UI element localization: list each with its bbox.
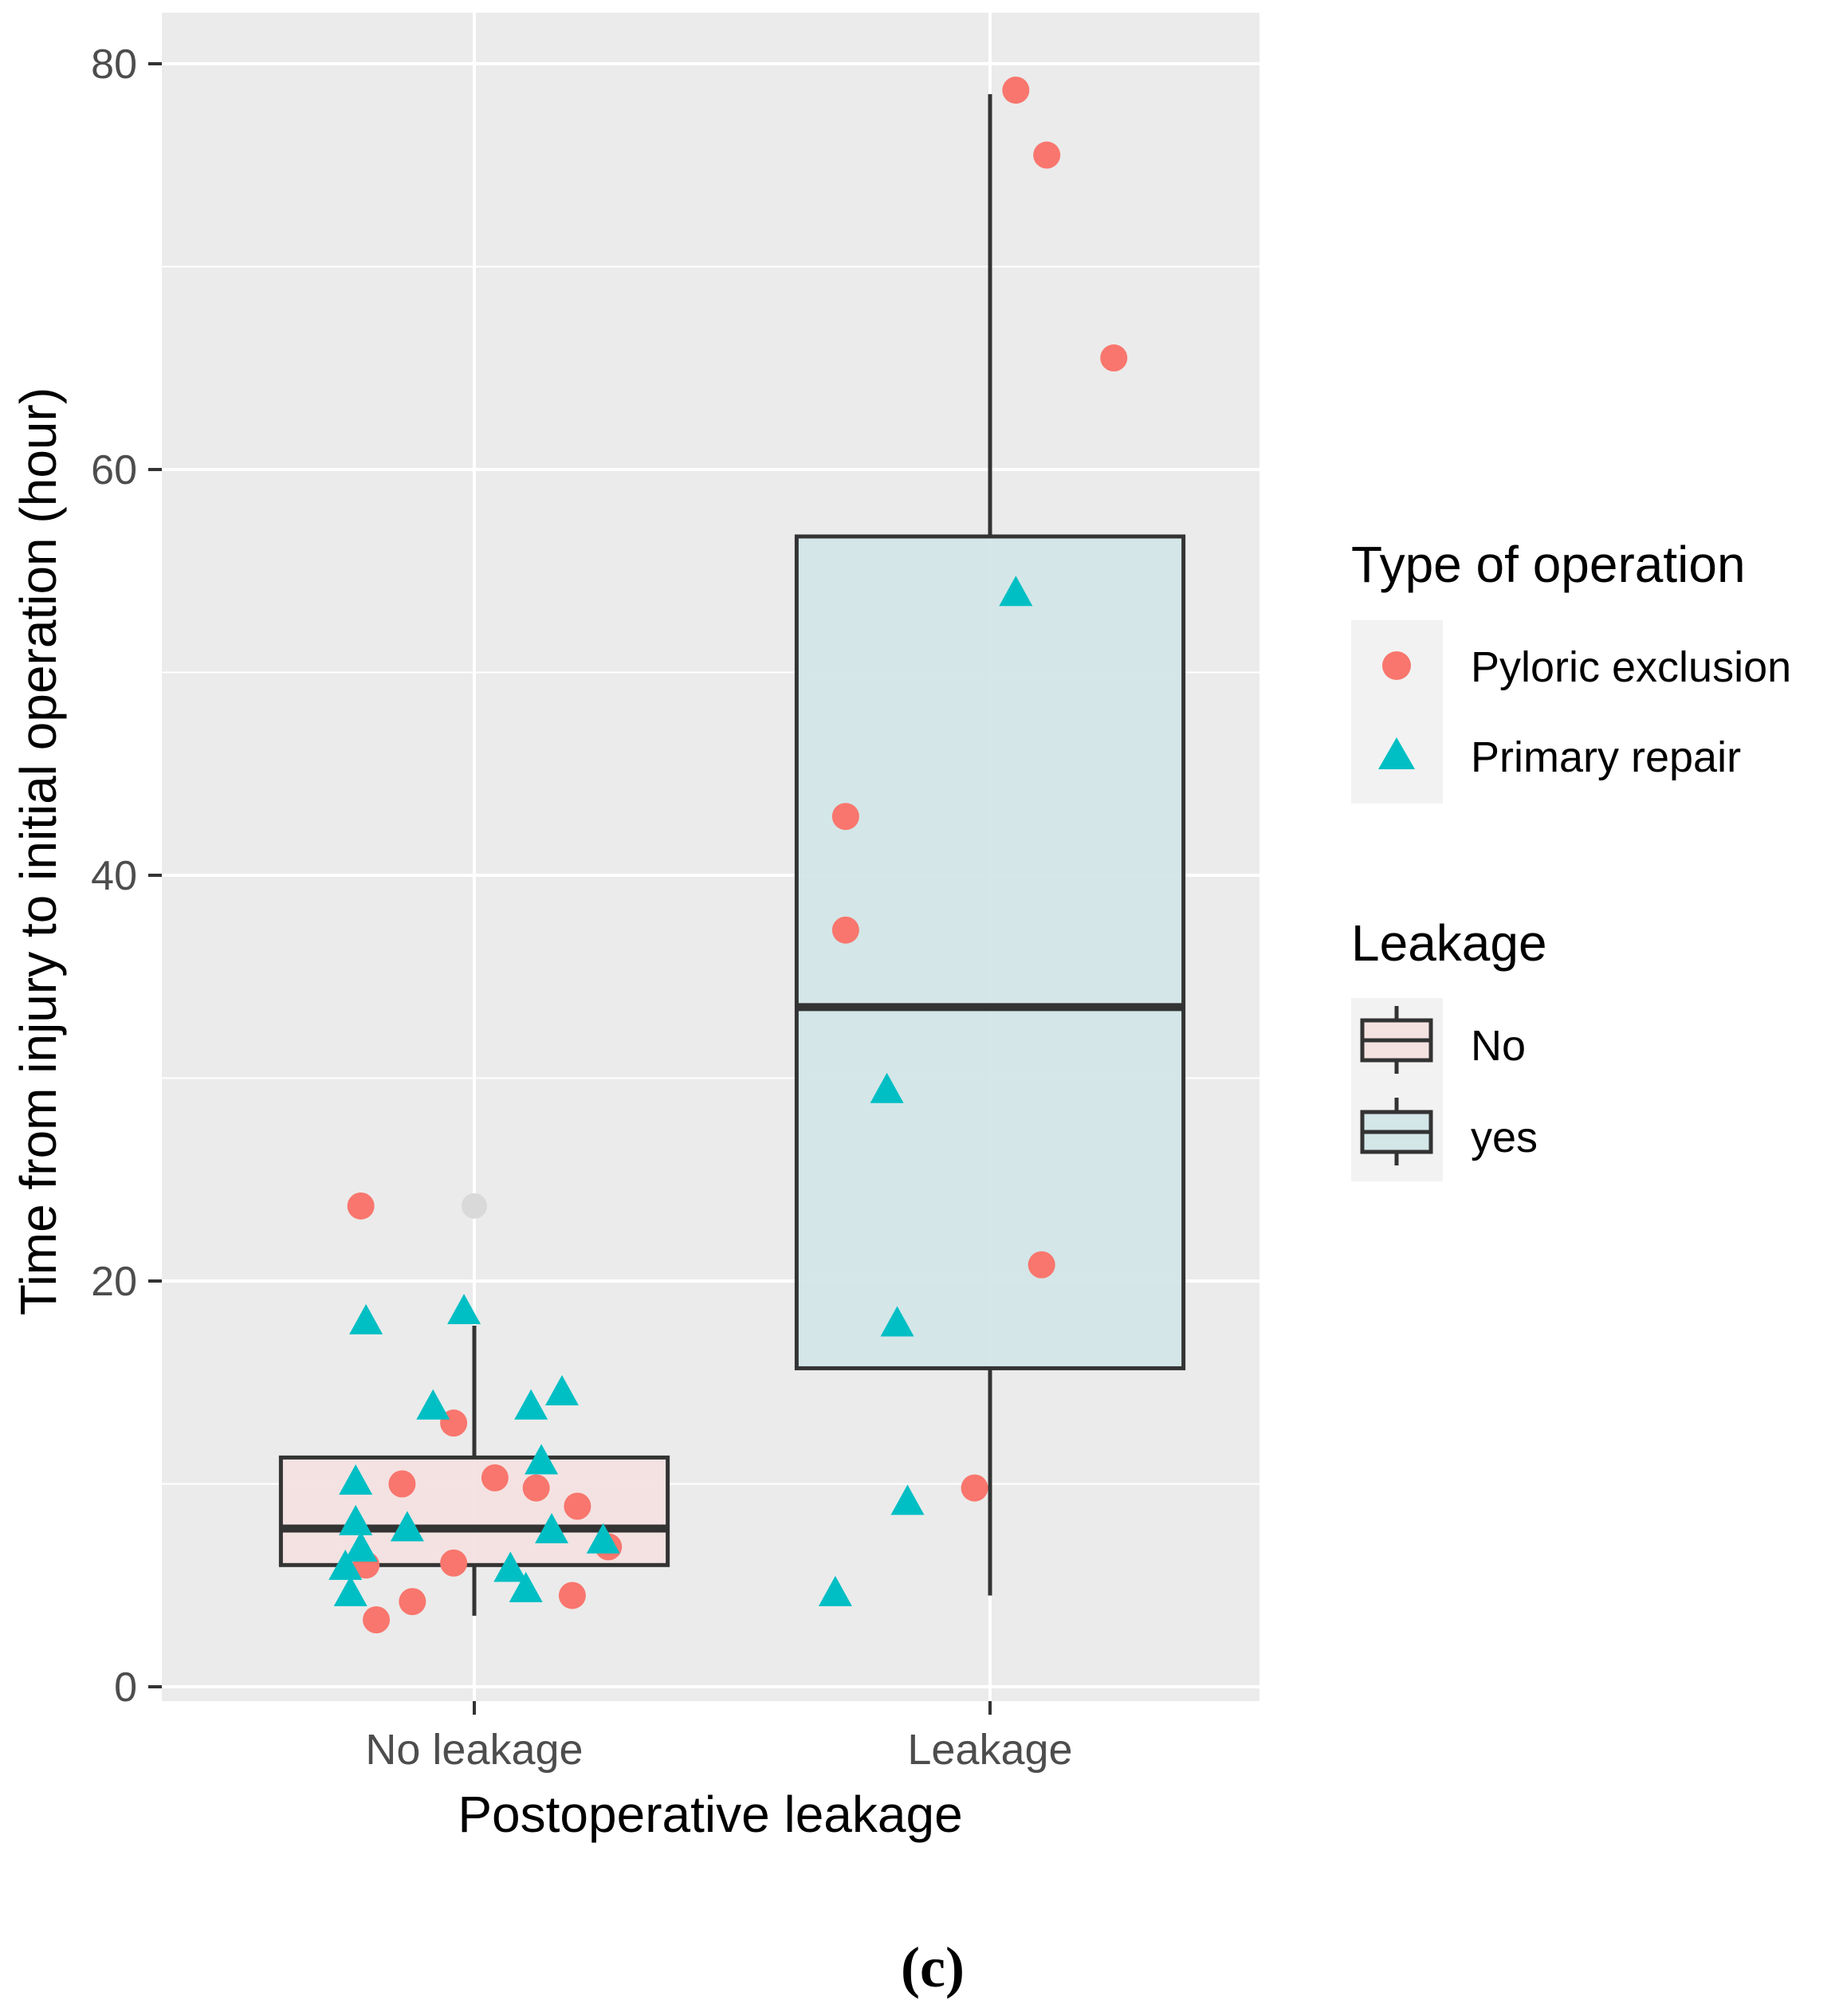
point-primary-repair	[416, 1389, 450, 1420]
point-primary-repair	[333, 1575, 367, 1606]
point-pyloric-exclusion	[347, 1192, 375, 1220]
point-pyloric-exclusion	[564, 1492, 591, 1520]
point-primary-repair	[870, 1072, 904, 1103]
point-pyloric-exclusion	[399, 1588, 426, 1616]
y-tick-label: 80	[91, 41, 137, 88]
x-axis-title: Postoperative leakage	[458, 1786, 962, 1843]
legend-yes-label: yes	[1471, 1114, 1538, 1161]
point-primary-repair	[999, 576, 1033, 607]
legend-operation-title: Type of operation	[1351, 536, 1746, 593]
box-body	[278, 1455, 670, 1567]
y-axis-title: Time from injury to initial operation (h…	[10, 387, 67, 1315]
point-primary-repair	[447, 1294, 481, 1325]
legend-leakage-title: Leakage	[1351, 914, 1547, 972]
point-pyloric-exclusion	[1028, 1251, 1055, 1279]
legend-pyloric-exclusion-label: Pyloric exclusion	[1471, 643, 1791, 691]
legend-operation-key-bg	[1351, 620, 1443, 804]
y-axis: 0 20 40 60 80	[91, 41, 162, 1711]
legend-leakage: Leakage No yes	[1351, 914, 1547, 1181]
box-yes	[794, 94, 1186, 1596]
point-primary-repair	[349, 1303, 383, 1334]
point-primary-repair	[328, 1549, 363, 1580]
point-primary-repair	[525, 1444, 559, 1475]
y-tick-label: 0	[114, 1664, 137, 1711]
box-outlier	[462, 1193, 487, 1219]
point-primary-repair	[493, 1551, 528, 1582]
point-pyloric-exclusion	[1033, 141, 1061, 169]
point-pyloric-exclusion	[440, 1549, 468, 1577]
point-pyloric-exclusion	[1002, 77, 1030, 104]
point-primary-repair	[880, 1306, 914, 1337]
legend-pyloric-exclusion-marker	[1382, 651, 1411, 680]
point-primary-repair	[509, 1571, 543, 1602]
point-primary-repair	[390, 1511, 424, 1542]
point-primary-repair	[890, 1484, 925, 1515]
point-pyloric-exclusion	[481, 1464, 509, 1491]
x-axis: No leakage Leakage	[365, 1701, 1073, 1774]
y-tick-label: 40	[91, 853, 137, 899]
legend-no-label: No	[1471, 1022, 1526, 1070]
x-tick-label: Leakage	[907, 1726, 1072, 1774]
point-primary-repair	[339, 1464, 373, 1495]
point-pyloric-exclusion	[522, 1474, 550, 1502]
point-primary-repair	[344, 1531, 378, 1562]
point-pyloric-exclusion	[831, 803, 859, 831]
box-No	[278, 1193, 670, 1616]
data-points	[328, 77, 1128, 1634]
x-tick-label: No leakage	[365, 1726, 583, 1774]
point-primary-repair	[339, 1504, 373, 1535]
legend-yes-key	[1360, 1098, 1433, 1165]
point-primary-repair	[514, 1389, 548, 1420]
legend-primary-repair-label: Primary repair	[1471, 733, 1741, 781]
point-pyloric-exclusion	[1100, 344, 1128, 372]
legend-operation: Type of operation Pyloric exclusion Prim…	[1351, 536, 1791, 804]
figure-caption: (c)	[901, 1935, 965, 1999]
point-pyloric-exclusion	[831, 916, 859, 944]
y-tick-label: 60	[91, 447, 137, 493]
point-primary-repair	[586, 1523, 620, 1554]
point-primary-repair	[818, 1575, 852, 1606]
point-pyloric-exclusion	[363, 1606, 391, 1634]
y-tick-label: 20	[91, 1259, 137, 1305]
legend-primary-repair-marker	[1378, 737, 1415, 769]
point-pyloric-exclusion	[558, 1582, 586, 1609]
point-primary-repair	[544, 1374, 579, 1405]
point-pyloric-exclusion	[961, 1474, 988, 1502]
boxes	[278, 94, 1186, 1616]
point-primary-repair	[535, 1513, 569, 1544]
legend-no-key	[1360, 1006, 1433, 1074]
point-pyloric-exclusion	[388, 1470, 416, 1498]
box-body	[794, 534, 1186, 1370]
